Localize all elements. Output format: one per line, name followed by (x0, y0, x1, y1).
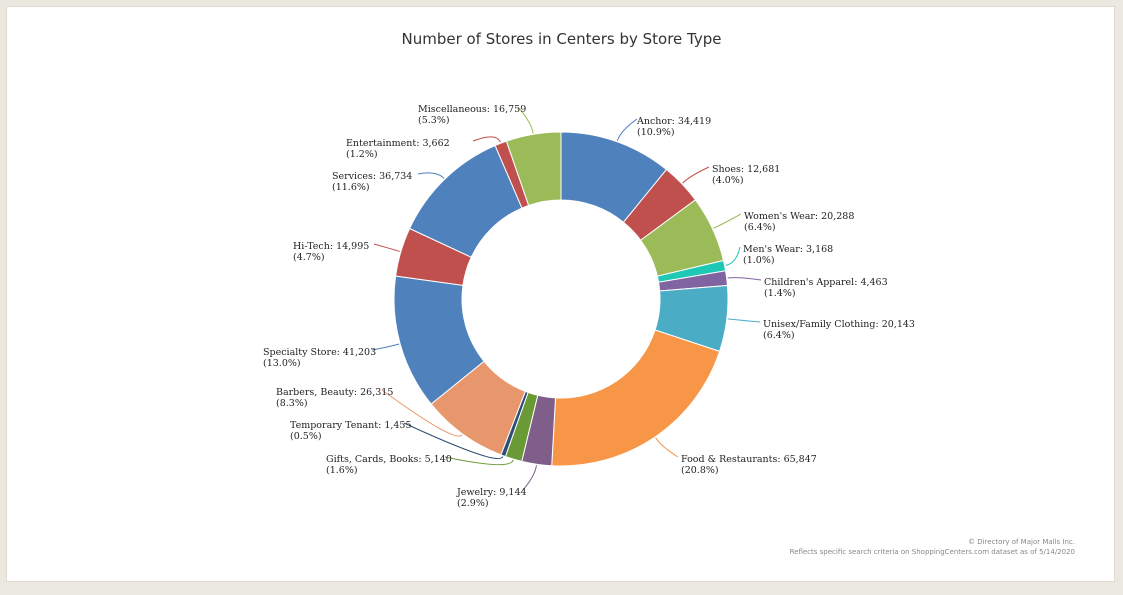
connector-jewelry (522, 465, 537, 491)
credits: © Directory of Major Malls Inc. Reflects… (790, 537, 1075, 557)
connector-unisex-family-clothing (727, 318, 761, 323)
label-anchor: Anchor: 34,419 (10.9%) (636, 116, 711, 138)
connector-food-restaurants (655, 437, 679, 458)
chart-title: Number of Stores in Centers by Store Typ… (401, 30, 722, 48)
label-temporary-tenant: Temporary Tenant: 1,455 (0.5%) (290, 420, 412, 442)
label-jewelry: Jewelry: 9,144 (2.9%) (456, 487, 527, 509)
connector-gifts-cards-books (444, 456, 514, 466)
label-entertainment: Entertainment: 3,662 (1.2%) (346, 138, 450, 160)
label-food-restaurants: Food & Restaurants: 65,847 (20.8%) (681, 454, 817, 476)
connector-barbers-beauty (381, 389, 463, 437)
connector-anchor (616, 118, 638, 141)
connector-specialty-store (371, 343, 400, 351)
connector-entertainment (472, 136, 501, 143)
connector-men-s-wear (725, 246, 741, 266)
label-miscellaneous: Miscellaneous: 16,759 (5.3%) (418, 104, 526, 126)
connector-shoes (682, 166, 710, 184)
credits-line-1: © Directory of Major Malls Inc. (967, 538, 1075, 546)
label-specialty-store: Specialty Store: 41,203 (13.0%) (263, 347, 376, 369)
connector-miscellaneous (517, 106, 534, 134)
credits-line-2: Reflects specific search criteria on Sho… (789, 548, 1075, 556)
label-barbers-beauty: Barbers, Beauty: 26,315 (8.3%) (276, 387, 393, 409)
label-hi-tech: Hi-Tech: 14,995 (4.7%) (293, 241, 369, 263)
label-women-s-wear: Women's Wear: 20,288 (6.4%) (744, 211, 854, 233)
slice-miscellaneous[interactable] (505, 131, 562, 207)
connector-temporary-tenant (403, 422, 504, 460)
label-gifts-cards-books: Gifts, Cards, Books: 5,140 (1.6%) (326, 454, 452, 476)
label-men-s-wear: Men's Wear: 3,168 (1.0%) (743, 244, 833, 266)
label-services: Services: 36,734 (11.6%) (332, 171, 412, 193)
label-children-s-apparel: Children's Apparel: 4,463 (1.4%) (764, 277, 888, 299)
connector-services (417, 172, 445, 179)
connector-women-s-wear (713, 213, 742, 229)
chart-frame (6, 6, 1115, 582)
label-unisex-family-clothing: Unisex/Family Clothing: 20,143 (6.4%) (763, 319, 915, 341)
label-shoes: Shoes: 12,681 (4.0%) (712, 164, 780, 186)
slice-food-restaurants[interactable] (551, 329, 721, 467)
connector-hi-tech (373, 243, 401, 252)
connector-children-s-apparel (727, 277, 762, 281)
